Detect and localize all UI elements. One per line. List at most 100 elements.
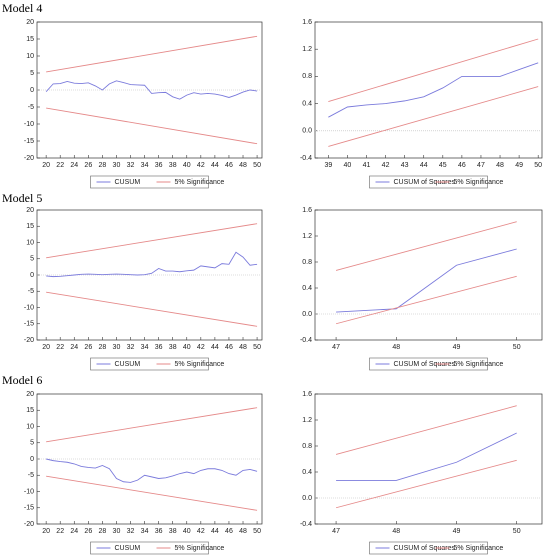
- y-tick-label: 1.6: [302, 391, 312, 398]
- x-tick-label: 28: [98, 162, 106, 169]
- y-tick-label: 20: [26, 391, 34, 398]
- legend-label: 5% Significance: [175, 179, 225, 186]
- x-tick-label: 46: [225, 528, 233, 535]
- series-line: [335, 221, 517, 271]
- series-line: [46, 407, 258, 443]
- legend-label: 5% Significance: [175, 545, 225, 552]
- x-tick-label: 44: [211, 344, 219, 351]
- x-tick-label: 50: [513, 344, 521, 351]
- x-tick-label: 49: [453, 528, 461, 535]
- x-tick-label: 36: [155, 528, 163, 535]
- y-tick-label: 5: [30, 70, 34, 77]
- legend: [369, 175, 488, 189]
- x-tick-label: 46: [225, 162, 233, 169]
- plot-frame: [314, 393, 543, 525]
- y-tick-label: -0.4: [300, 155, 312, 162]
- model-label: Model 6: [2, 373, 42, 387]
- legend-label: CUSUM of Squares: [394, 179, 456, 186]
- model-label: Model 4: [2, 1, 42, 15]
- x-tick-label: 47: [332, 344, 340, 351]
- y-tick-label: 0.8: [302, 73, 312, 80]
- x-tick-label: 50: [253, 528, 261, 535]
- legend-label: CUSUM of Squares: [394, 361, 456, 368]
- y-tick-label: -15: [24, 321, 34, 328]
- y-tick-label: 0.4: [302, 100, 312, 107]
- model-label: Model 5: [2, 191, 42, 205]
- x-tick-label: 45: [439, 162, 447, 169]
- legend: [369, 541, 488, 555]
- x-tick-label: 32: [127, 344, 135, 351]
- x-tick-label: 48: [496, 162, 504, 169]
- x-tick-label: 40: [183, 344, 191, 351]
- y-tick-label: -20: [24, 521, 34, 528]
- y-tick-label: 0.4: [302, 469, 312, 476]
- series-line: [328, 62, 539, 118]
- y-tick-label: 0.8: [302, 443, 312, 450]
- x-tick-label: 48: [392, 344, 400, 351]
- y-tick-label: -5: [28, 104, 34, 111]
- series-line: [335, 275, 517, 325]
- x-tick-label: 42: [197, 344, 205, 351]
- legend: [90, 175, 209, 189]
- legend: [90, 541, 209, 555]
- y-tick-label: 5: [30, 256, 34, 263]
- x-tick-label: 44: [211, 528, 219, 535]
- x-tick-label: 28: [98, 344, 106, 351]
- x-tick-label: 41: [363, 162, 371, 169]
- y-tick-label: 10: [26, 239, 34, 246]
- plot-frame: [314, 21, 543, 159]
- legend-label: 5% Significance: [454, 545, 504, 552]
- x-tick-label: 48: [239, 162, 247, 169]
- x-tick-label: 38: [169, 528, 177, 535]
- series-line: [335, 459, 517, 509]
- y-tick-label: 15: [26, 36, 34, 43]
- legend-label: 5% Significance: [175, 361, 225, 368]
- y-tick-label: -10: [24, 121, 34, 128]
- y-tick-label: -10: [24, 488, 34, 495]
- y-tick-label: 1.2: [302, 417, 312, 424]
- x-tick-label: 34: [141, 344, 149, 351]
- y-tick-label: 15: [26, 407, 34, 414]
- x-tick-label: 24: [70, 344, 78, 351]
- x-tick-label: 47: [477, 162, 485, 169]
- legend: [369, 357, 488, 371]
- y-tick-label: 20: [26, 207, 34, 214]
- x-tick-label: 22: [56, 344, 64, 351]
- series-line: [46, 251, 258, 278]
- x-tick-label: 32: [127, 528, 135, 535]
- x-tick-label: 24: [70, 162, 78, 169]
- y-tick-label: 0: [30, 87, 34, 94]
- x-tick-label: 46: [225, 344, 233, 351]
- x-tick-label: 40: [183, 162, 191, 169]
- x-tick-label: 48: [239, 344, 247, 351]
- y-tick-label: -20: [24, 337, 34, 344]
- x-tick-label: 38: [169, 344, 177, 351]
- x-tick-label: 42: [197, 162, 205, 169]
- x-tick-label: 36: [155, 344, 163, 351]
- y-tick-label: 0.8: [302, 259, 312, 266]
- series-line: [335, 405, 517, 455]
- x-tick-label: 30: [113, 344, 121, 351]
- y-tick-label: 0.0: [302, 495, 312, 502]
- y-tick-label: -20: [24, 155, 34, 162]
- x-tick-label: 20: [42, 528, 50, 535]
- x-tick-label: 28: [98, 528, 106, 535]
- y-tick-label: -10: [24, 304, 34, 311]
- legend-label: 5% Significance: [454, 361, 504, 368]
- x-tick-label: 48: [239, 528, 247, 535]
- x-tick-label: 34: [141, 528, 149, 535]
- x-tick-label: 39: [324, 162, 332, 169]
- legend-label: CUSUM: [115, 179, 141, 186]
- y-tick-label: -5: [28, 288, 34, 295]
- x-tick-label: 42: [197, 528, 205, 535]
- legend-label: CUSUM: [115, 545, 141, 552]
- series-line: [46, 475, 258, 511]
- x-tick-label: 50: [253, 344, 261, 351]
- x-tick-label: 30: [113, 162, 121, 169]
- y-tick-label: 1.2: [302, 233, 312, 240]
- x-tick-label: 43: [401, 162, 409, 169]
- x-tick-label: 42: [382, 162, 390, 169]
- x-tick-label: 49: [453, 344, 461, 351]
- y-tick-label: 0: [30, 272, 34, 279]
